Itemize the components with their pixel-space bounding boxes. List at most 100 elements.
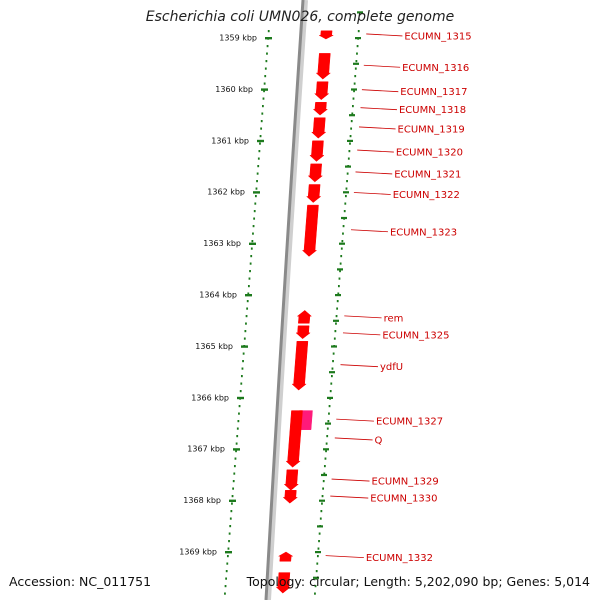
track-dot [348,150,351,153]
scale-dot [256,172,259,175]
scale-dot [252,225,255,228]
track-dot [355,60,358,63]
track-tick [355,37,361,40]
gene-leader-line [363,64,401,68]
track-dot [350,127,353,130]
track-dot [324,457,327,460]
scale-dot [255,187,258,190]
track-dot [351,112,354,115]
track-tick [335,294,341,297]
gene-arrow [312,102,329,116]
scale-dot [242,352,245,355]
track-dot [319,517,322,520]
scale-dot [259,135,262,138]
track-tick [337,268,343,271]
scale-tick [257,139,264,143]
gene-leader-line [360,107,397,111]
gene-label: ECUMN_1332 [366,553,433,564]
track-dot [345,187,348,190]
scale-tick-label: 1360 kbp [215,85,253,94]
gene-label: ECUMN_1325 [382,330,449,341]
track-tick [341,216,347,220]
track-dot [323,465,326,468]
scale-dot [260,120,263,123]
gene-label: ECUMN_1316 [402,63,469,74]
track-tick [357,11,363,14]
track-dot [327,420,330,423]
gene-arrow [314,81,330,101]
track-dot [316,562,319,565]
track-tick [323,448,329,451]
scale-dot [257,165,260,168]
gene-label: ECUMN_1327 [376,417,443,428]
scale-dot [230,510,233,513]
scale-dot [254,202,257,205]
scale-dot [229,517,232,520]
track-dot [342,225,345,228]
scale-dot [239,390,242,393]
scale-dot [225,570,228,573]
track-dot [331,367,334,370]
track-dot [356,45,359,48]
scale-dot [235,450,237,453]
track-dot [329,390,332,393]
scale-tick-label: 1366 kbp [191,393,229,402]
scale-dot [236,427,239,430]
track-tick [347,139,353,142]
gene-leader-line [325,555,364,559]
scale-tick [253,191,260,194]
track-dot [340,247,343,250]
scale-dot [263,90,265,93]
scale-dot [264,67,267,70]
scale-tick-label: 1363 kbp [203,239,241,248]
scale-dot [226,562,229,565]
scale-dot [263,82,266,85]
gene-leader-line [353,192,391,195]
scale-dot [236,435,239,438]
gene-leader-line [358,126,396,130]
gene-leader-line [355,171,393,175]
scale-dot [265,60,268,63]
scale-dot [243,337,246,340]
scale-dot [226,555,229,558]
scale-tick [229,499,236,502]
scale-dot [247,285,250,288]
scale-dot [250,255,253,258]
scale-dot [267,30,270,33]
accession-text: Accession: NC_011751 [9,574,152,589]
track-dot [332,352,335,355]
gene-label: Q [375,435,383,446]
scale-tick [245,294,252,297]
scale-dot [245,322,247,325]
track-dot [356,52,358,55]
track-dot [320,510,323,513]
track-dot [325,442,328,445]
gene-leader-line [366,33,403,37]
track-dot [344,195,347,198]
scale-dot [251,240,254,243]
track-dot [322,480,325,483]
scale-dot [233,465,236,468]
genome-backbone-shadow [265,0,308,600]
track-tick [345,165,351,168]
gene-arrow [301,204,319,257]
track-tick [333,319,339,322]
track-dot [339,270,341,273]
track-tick [315,551,321,554]
scale-dot [240,382,243,385]
track-dot [335,322,337,325]
track-dot [316,555,319,558]
track-tick [353,62,359,65]
gene-leader-line [330,495,369,499]
scale-tick-label: 1359 kbp [219,34,257,43]
track-dot [347,157,350,160]
track-dot [346,180,348,183]
gene-arrow [307,163,324,183]
scale-dot [246,300,249,303]
scale-dot [259,142,261,145]
gene-leader-line [331,478,370,482]
gene-arrow [283,469,300,491]
track-dot [333,337,336,340]
track-dot [332,360,334,363]
